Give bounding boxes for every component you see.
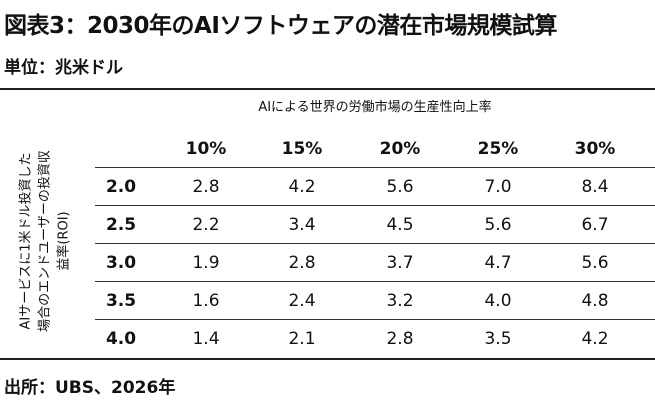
table-row: 4.0 1.4 2.1 2.8 3.5 4.2: [95, 319, 655, 357]
table-cell: 6.7: [581, 214, 609, 235]
table-cell: 4.2: [288, 176, 316, 197]
row-header-roi: 2.0: [105, 176, 137, 197]
row-header-roi: 2.5: [105, 214, 137, 235]
table-cell: 4.5: [386, 214, 414, 235]
column-axis-label: AIによる世界の労働市場の生産性向上率: [258, 100, 492, 115]
table-cell: 8.4: [581, 176, 609, 197]
table-cell: 2.8: [288, 252, 316, 273]
table-cell: 3.5: [484, 328, 512, 349]
table-bottom-rule: [0, 358, 655, 360]
table-cell: 4.0: [484, 290, 512, 311]
source-note: 出所：UBS、2026年: [4, 378, 176, 398]
row-header-roi: 4.0: [105, 328, 137, 349]
table-cell: 2.8: [386, 328, 414, 349]
column-header: 15%: [281, 139, 323, 159]
table-cell: 5.6: [386, 176, 414, 197]
table-cell: 1.6: [192, 290, 220, 311]
row-axis-label-line: 場合のエンドユーザーの投資収: [37, 150, 53, 332]
page-title: 図表3：2030年のAIソフトウェアの潜在市場規模試算: [4, 13, 557, 39]
table-row: 2.0 2.8 4.2 5.6 7.0 8.4: [95, 167, 655, 205]
table-cell: 3.2: [386, 290, 414, 311]
row-axis-label-line: 益率(ROI): [56, 211, 72, 271]
table-cell: 2.8: [192, 176, 220, 197]
row-axis-label-line: AIサービスに1米ドル投資した: [18, 152, 34, 330]
table-cell: 4.7: [484, 252, 512, 273]
row-axis-label: AIサービスに1米ドル投資した 場合のエンドユーザーの投資収 益率(ROI): [2, 128, 88, 354]
table-row: 3.5 1.6 2.4 3.2 4.0 4.8: [95, 281, 655, 319]
table-cell: 5.6: [484, 214, 512, 235]
table-cell: 2.1: [288, 328, 316, 349]
data-table: 10% 15% 20% 25% 30% 2.0 2.8 4.2 5.6 7.0 8.4 2.5 2.2 3…: [95, 131, 655, 357]
table-row: 3.0 1.9 2.8 3.7 4.7 5.6: [95, 243, 655, 281]
column-header: 10%: [185, 139, 227, 159]
table-cell: 7.0: [484, 176, 512, 197]
row-header-roi: 3.5: [105, 290, 137, 311]
column-header: 25%: [477, 139, 519, 159]
table-cell: 4.8: [581, 290, 609, 311]
table-cell: 2.4: [288, 290, 316, 311]
row-header-roi: 3.0: [105, 252, 137, 273]
table-cell: 3.7: [386, 252, 414, 273]
unit-label: 単位：兆米ドル: [4, 58, 123, 78]
table-top-rule: [0, 88, 655, 90]
row-axis-label-text: AIサービスに1米ドル投資した 場合のエンドユーザーの投資収 益率(ROI): [17, 128, 74, 354]
table-cell: 1.4: [192, 328, 220, 349]
table-cell: 5.6: [581, 252, 609, 273]
table-cell: 1.9: [192, 252, 220, 273]
column-header: 30%: [574, 139, 616, 159]
table-header-row: 10% 15% 20% 25% 30%: [95, 131, 655, 167]
table-cell: 3.4: [288, 214, 316, 235]
table-cell: 2.2: [192, 214, 220, 235]
table-cell: 4.2: [581, 328, 609, 349]
column-header: 20%: [379, 139, 421, 159]
table-row: 2.5 2.2 3.4 4.5 5.6 6.7: [95, 205, 655, 243]
